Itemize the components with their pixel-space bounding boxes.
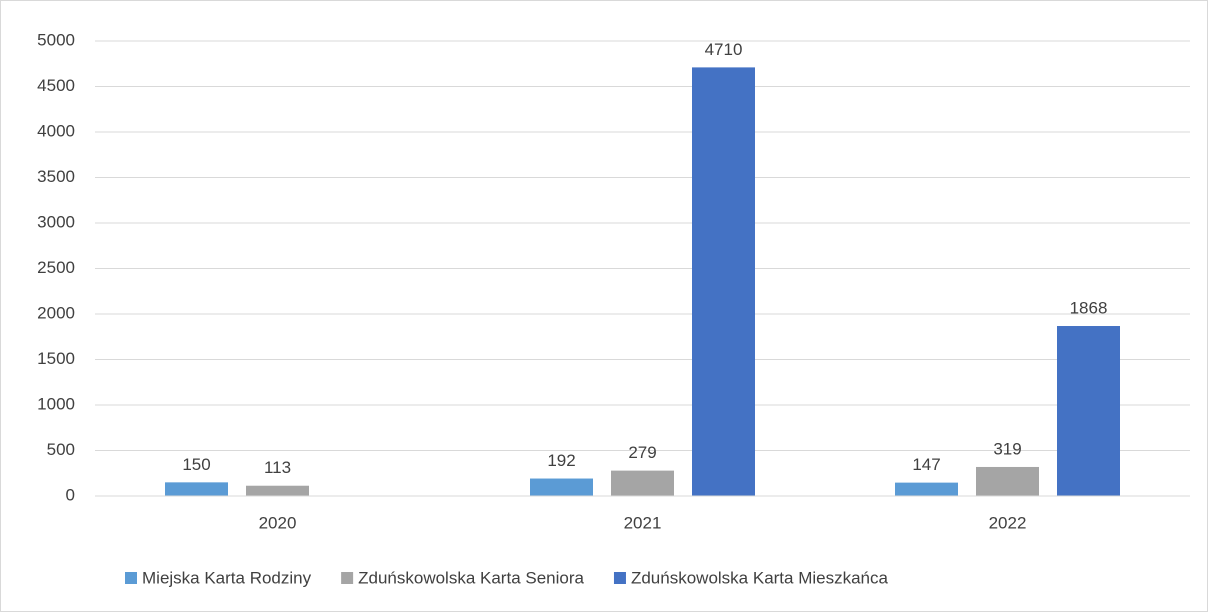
bar: [530, 478, 593, 496]
bar: [246, 485, 309, 496]
bar: [692, 67, 755, 496]
y-tick-label: 500: [47, 440, 75, 459]
bar: [611, 470, 674, 496]
y-tick-label: 3500: [37, 167, 75, 186]
y-tick-label: 5000: [37, 30, 75, 49]
legend-swatch: [341, 572, 354, 584]
y-tick-label: 2500: [37, 258, 75, 277]
y-tick-label: 1000: [37, 394, 75, 413]
x-tick-label: 2022: [989, 513, 1027, 532]
legend-swatch: [125, 572, 137, 584]
data-label: 279: [628, 443, 656, 462]
y-tick-label: 0: [66, 485, 75, 504]
y-tick-label: 1500: [37, 349, 75, 368]
y-tick-label: 4500: [37, 76, 75, 95]
bar: [976, 466, 1039, 496]
legend-label: Zduńskowolska Karta Mieszkańca: [631, 568, 889, 587]
x-tick-label: 2021: [624, 513, 662, 532]
bar: [1057, 326, 1120, 496]
y-tick-label: 4000: [37, 121, 75, 140]
data-label: 150: [182, 455, 210, 474]
data-label: 147: [912, 455, 940, 474]
data-label: 1868: [1070, 298, 1108, 317]
y-tick-label: 3000: [37, 212, 75, 231]
legend-label: Miejska Karta Rodziny: [142, 568, 312, 587]
legend-swatch: [613, 572, 626, 584]
x-tick-label: 2020: [259, 513, 297, 532]
data-label: 192: [547, 451, 575, 470]
bar: [165, 482, 228, 496]
y-tick-label: 2000: [37, 303, 75, 322]
data-label: 113: [264, 458, 291, 477]
bar: [895, 482, 958, 496]
data-label: 4710: [705, 40, 743, 59]
data-label: 319: [993, 439, 1021, 458]
legend-label: Zduńskowolska Karta Seniora: [358, 568, 584, 587]
